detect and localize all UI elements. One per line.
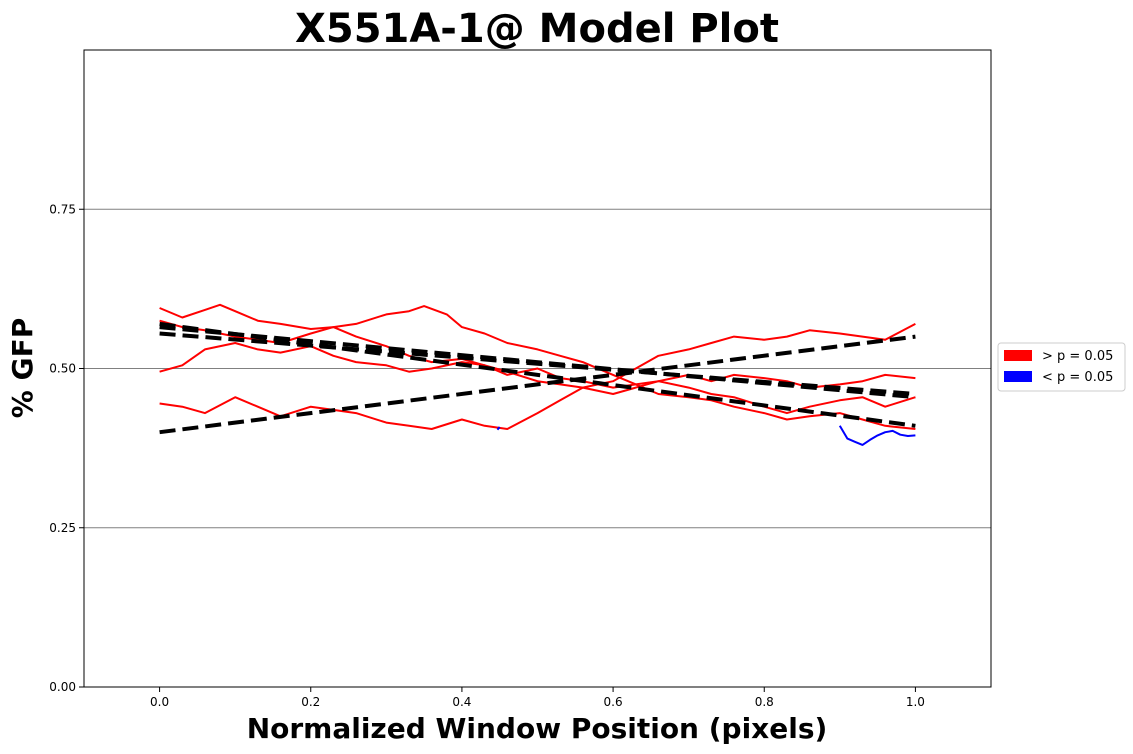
series-lines <box>159 303 916 446</box>
model-fit-line <box>159 321 916 428</box>
y-axis-ticks: 0.00 0.25 0.50 0.75 <box>49 202 84 694</box>
y-tick-label: 0.75 <box>49 202 76 216</box>
significant-series-line <box>838 425 916 446</box>
y-tick-label: 0.50 <box>49 362 76 376</box>
x-tick-label: 0.2 <box>301 695 320 709</box>
x-axis-label: Normalized Window Position (pixels) <box>247 712 828 745</box>
x-tick-label: 0.0 <box>150 695 169 709</box>
x-axis-ticks: 0.0 0.2 0.4 0.6 0.8 1.0 <box>150 687 925 709</box>
y-tick-label: 0.25 <box>49 521 76 535</box>
legend: > p = 0.05 < p = 0.05 <box>997 342 1126 392</box>
significant-series-line <box>496 426 501 431</box>
data-series-line <box>159 342 916 395</box>
x-tick-label: 1.0 <box>906 695 925 709</box>
model-fit-line <box>159 334 916 435</box>
x-tick-label: 0.6 <box>604 695 623 709</box>
data-series-line <box>159 319 916 415</box>
legend-entry-label: < p = 0.05 <box>1042 370 1113 385</box>
legend-entry-label: > p = 0.05 <box>1042 349 1113 364</box>
data-series-line <box>159 303 916 430</box>
model-fit-line <box>159 331 916 396</box>
legend-swatch <box>1004 350 1032 361</box>
x-tick-label: 0.8 <box>755 695 774 709</box>
chart-title: X551A-1@ Model Plot <box>295 6 779 52</box>
y-axis-label: % GFP <box>6 318 39 418</box>
y-tick-label: 0.00 <box>49 680 76 694</box>
x-tick-label: 0.4 <box>452 695 471 709</box>
legend-swatch <box>1004 371 1032 382</box>
